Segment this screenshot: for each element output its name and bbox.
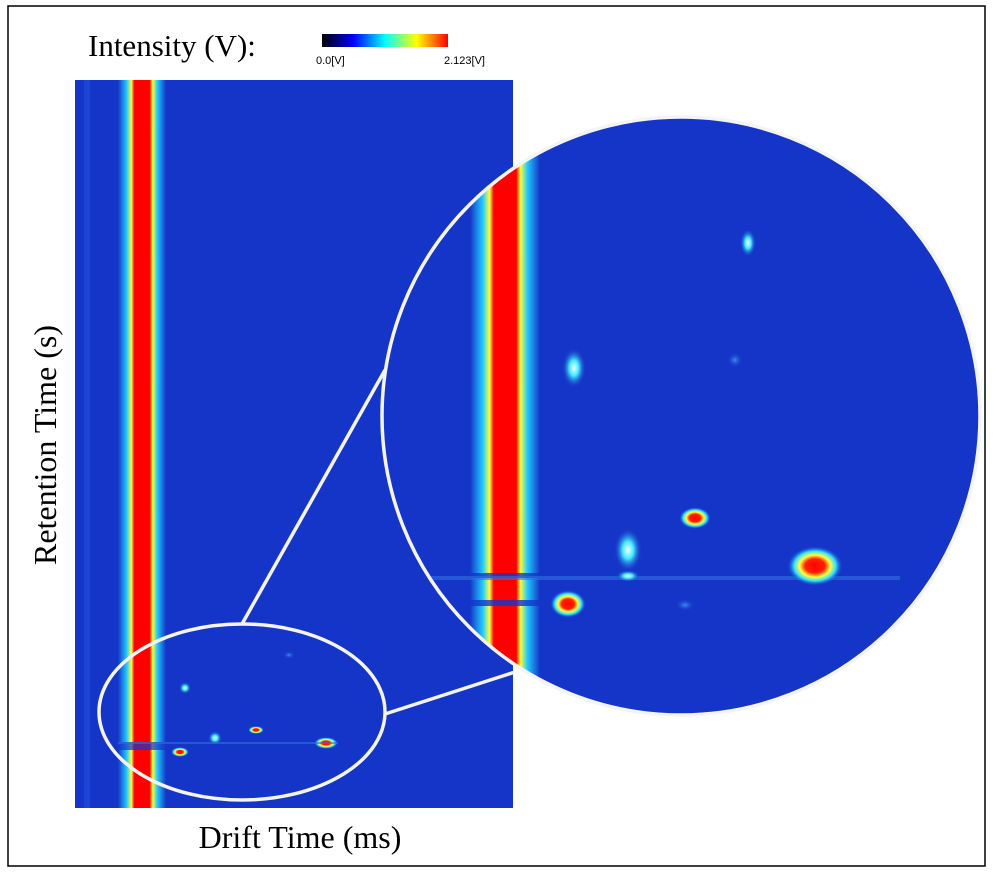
colorbar-max: 2.123[V]: [444, 55, 485, 67]
x-axis-label: Drift Time (ms): [199, 819, 402, 855]
zoom-connector: [384, 670, 516, 716]
zoom-heatmap: [382, 117, 980, 715]
zoom-circle: [380, 115, 982, 717]
colorbar-title: Intensity (V):: [88, 28, 256, 63]
y-axis-label: Retention Time (s): [27, 325, 63, 565]
zoom-connector: [240, 369, 387, 625]
colorbar: [322, 34, 448, 47]
colorbar-min: 0.0[V]: [316, 55, 345, 67]
